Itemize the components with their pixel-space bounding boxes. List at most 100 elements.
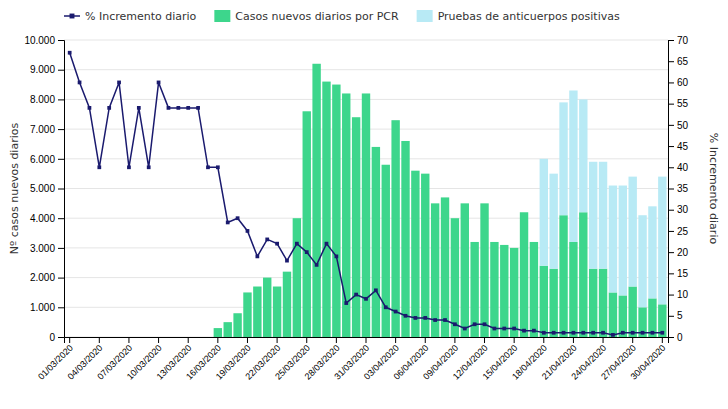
tick-mark: [128, 337, 129, 343]
marker: [512, 327, 516, 331]
marker: [601, 331, 605, 335]
bar: [214, 328, 222, 329]
tick-mark: [668, 125, 674, 126]
bar: [421, 173, 429, 174]
bar: [273, 286, 281, 287]
bar: [372, 147, 380, 337]
marker: [305, 250, 309, 254]
bar: [362, 93, 370, 94]
tick-mark: [58, 129, 64, 130]
tick-label: 50: [677, 120, 689, 131]
tick-label: 20: [677, 247, 689, 258]
legend-label: Pruebas de anticuerpos positivas: [438, 10, 620, 23]
bar: [184, 337, 192, 338]
bar: [145, 337, 153, 338]
tick-mark: [58, 337, 64, 338]
bar: [154, 337, 162, 338]
marker: [493, 327, 497, 331]
marker: [344, 301, 348, 305]
tick-mark: [58, 40, 64, 41]
bar: [174, 337, 182, 338]
marker: [483, 322, 487, 326]
tick: 1.000: [30, 302, 64, 313]
bar: [184, 337, 192, 338]
tick-mark: [668, 210, 674, 211]
marker: [473, 322, 477, 326]
tick-mark: [188, 337, 189, 343]
bar: [263, 278, 271, 337]
marker: [364, 297, 368, 301]
bar: [322, 81, 330, 82]
bar: [461, 203, 469, 204]
axis-title: Nº casos nuevos diarios: [8, 123, 21, 255]
tick-label: 30/04/2020: [629, 343, 668, 382]
marker: [206, 165, 210, 169]
tick-label: 8.000: [30, 94, 55, 105]
marker: [315, 263, 319, 267]
bar: [559, 102, 567, 215]
marker: [463, 327, 467, 331]
bar: [312, 63, 320, 64]
tick-label: 0: [677, 332, 683, 343]
bar: [75, 337, 83, 338]
bar: [480, 203, 488, 204]
bar: [253, 286, 261, 287]
marker: [631, 331, 635, 335]
marker: [97, 165, 101, 169]
bar: [540, 159, 548, 266]
tick: 30/04/2020: [629, 337, 668, 382]
tick-mark: [668, 273, 674, 274]
tick-mark: [217, 337, 218, 343]
tick-mark: [247, 337, 248, 343]
tick-mark: [668, 167, 674, 168]
bar: [579, 99, 587, 212]
bar: [520, 212, 528, 337]
tick: 15: [668, 268, 689, 279]
marker: [502, 327, 506, 331]
axis-title: % Incremento diario: [707, 133, 720, 245]
tick-mark: [366, 337, 367, 343]
tick-mark: [454, 337, 455, 343]
bar: [332, 84, 340, 85]
chart: 01.0002.0003.0004.0005.0006.0007.0008.00…: [0, 0, 728, 409]
tick-mark: [632, 337, 633, 343]
marker: [562, 331, 566, 335]
bar: [233, 313, 241, 314]
bar: [559, 215, 567, 337]
marker: [404, 314, 408, 318]
bar: [233, 313, 241, 337]
bar: [441, 197, 449, 337]
bar: [451, 218, 459, 337]
marker: [88, 106, 92, 110]
bar: [510, 248, 518, 337]
marker: [572, 331, 576, 335]
bar: [589, 269, 597, 337]
bar: [530, 241, 538, 242]
legend-swatch: [214, 10, 230, 22]
marker: [334, 255, 338, 259]
bar: [549, 269, 557, 337]
bar: [411, 170, 419, 171]
tick-mark: [668, 146, 674, 147]
bar: [224, 322, 232, 337]
bar: [105, 337, 113, 338]
bar: [470, 242, 478, 337]
marker: [542, 331, 546, 335]
bar: [530, 242, 538, 337]
tick: 0: [49, 332, 64, 343]
tick: 6.000: [30, 154, 64, 165]
bar: [431, 203, 439, 204]
bar-series: [214, 64, 667, 337]
tick-mark: [158, 337, 159, 343]
tick-mark: [58, 70, 64, 71]
marker: [394, 310, 398, 314]
tick-mark: [425, 337, 426, 343]
bar: [490, 241, 498, 242]
tick-mark: [69, 337, 70, 343]
tick: 20: [668, 247, 689, 258]
tick: 55: [668, 98, 689, 109]
marks: [68, 51, 667, 337]
marker: [552, 331, 556, 335]
marker: [117, 81, 121, 85]
bar: [164, 337, 172, 338]
